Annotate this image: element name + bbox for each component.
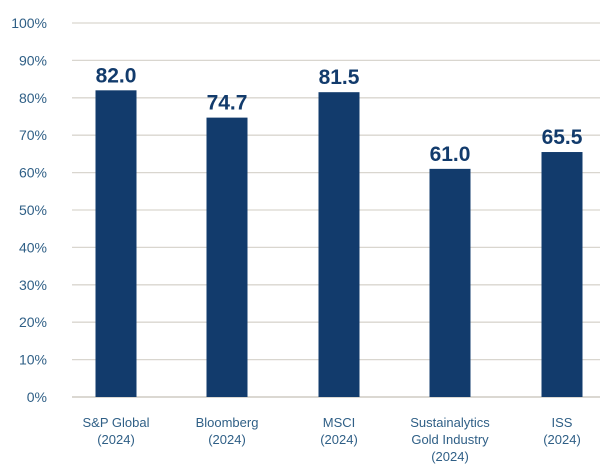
x-axis-category-labels: S&P Global (2024) Bloomberg (2024) MSCI (2024… <box>83 415 581 464</box>
x-category-label-line: Sustainalytics <box>410 415 490 430</box>
bar-value-label: 82.0 <box>96 64 137 87</box>
bars <box>95 90 583 397</box>
y-tick-label: 100% <box>11 15 47 31</box>
y-tick-label: 0% <box>27 389 47 405</box>
y-tick-label: 50% <box>19 202 47 218</box>
x-category-label: MSCI (2024) <box>320 415 358 447</box>
bar <box>318 92 360 397</box>
bar <box>429 168 471 397</box>
bar-value-label: 81.5 <box>319 66 360 89</box>
x-category-label-line: (2024) <box>431 449 469 464</box>
y-tick-label: 40% <box>19 239 47 255</box>
bar-value-label: 74.7 <box>207 92 248 115</box>
y-tick-label: 60% <box>19 165 47 181</box>
x-category-label-line: ISS <box>552 415 573 430</box>
y-tick-label: 10% <box>19 352 47 368</box>
x-category-label-line: MSCI <box>323 415 356 430</box>
x-category-label: S&P Global (2024) <box>83 415 150 447</box>
x-category-label-line: (2024) <box>97 432 135 447</box>
x-category-label-line: S&P Global <box>83 415 150 430</box>
bar-value-label: 61.0 <box>430 143 471 166</box>
bar <box>206 117 248 397</box>
x-category-label: Sustainalytics Gold Industry (2024) <box>410 415 490 464</box>
x-category-label: Bloomberg (2024) <box>196 415 259 447</box>
bar-value-labels: 82.0 74.7 81.5 61.0 65.5 <box>96 64 583 166</box>
bar-value-label: 65.5 <box>542 126 583 149</box>
y-tick-label: 80% <box>19 90 47 106</box>
x-category-label-line: (2024) <box>320 432 358 447</box>
x-category-label-line: (2024) <box>208 432 246 447</box>
x-category-label-line: Bloomberg <box>196 415 259 430</box>
y-axis-tick-labels: 0% 10% 20% 30% 40% 50% 60% 70% 80% 90% 100% <box>11 15 47 405</box>
bar <box>95 90 137 397</box>
bar <box>541 152 583 397</box>
x-category-label-line: Gold Industry <box>411 432 489 447</box>
x-category-label-line: (2024) <box>543 432 581 447</box>
y-tick-label: 30% <box>19 277 47 293</box>
y-tick-label: 90% <box>19 52 47 68</box>
x-category-label: ISS (2024) <box>543 415 581 447</box>
y-tick-label: 70% <box>19 127 47 143</box>
y-tick-label: 20% <box>19 314 47 330</box>
